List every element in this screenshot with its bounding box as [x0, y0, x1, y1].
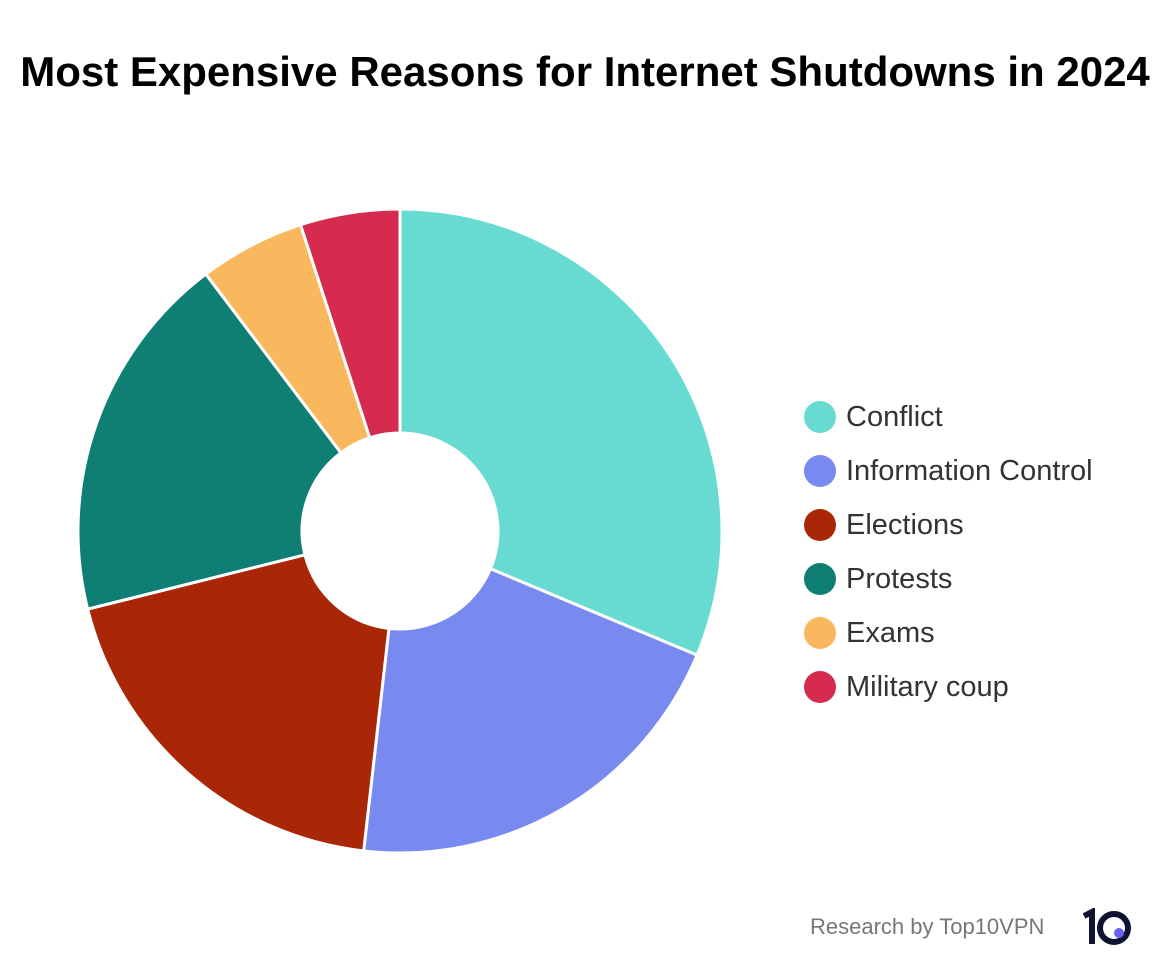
legend-swatch	[804, 509, 836, 541]
legend-swatch	[804, 563, 836, 595]
legend-swatch	[804, 617, 836, 649]
slice-conflict	[398, 207, 724, 658]
chart-title: Most Expensive Reasons for Internet Shut…	[20, 48, 1150, 95]
legend-label: Exams	[846, 616, 935, 649]
legend-swatch	[804, 671, 836, 703]
legend-item: Information Control	[804, 444, 1093, 498]
donut-chart	[76, 207, 724, 855]
slice-military-coup	[298, 207, 402, 440]
legend-label: Information Control	[846, 454, 1093, 487]
legend-item: Conflict	[804, 390, 1093, 444]
legend-item: Protests	[804, 552, 1093, 606]
legend-label: Military coup	[846, 670, 1009, 703]
slice-information-control	[362, 566, 700, 855]
legend-label: Protests	[846, 562, 953, 595]
top10vpn-logo	[1082, 908, 1131, 945]
legend: Conflict Information Control Elections Prot…	[804, 390, 1093, 714]
legend-swatch	[804, 455, 836, 487]
legend-swatch	[804, 401, 836, 433]
legend-item: Military coup	[804, 660, 1093, 714]
legend-label: Elections	[846, 508, 964, 541]
slice-elections	[85, 552, 391, 853]
legend-label: Conflict	[846, 400, 943, 433]
legend-item: Exams	[804, 606, 1093, 660]
slice-protests	[76, 272, 344, 611]
credit-text: Research by Top10VPN	[810, 914, 1045, 939]
legend-item: Elections	[804, 498, 1093, 552]
